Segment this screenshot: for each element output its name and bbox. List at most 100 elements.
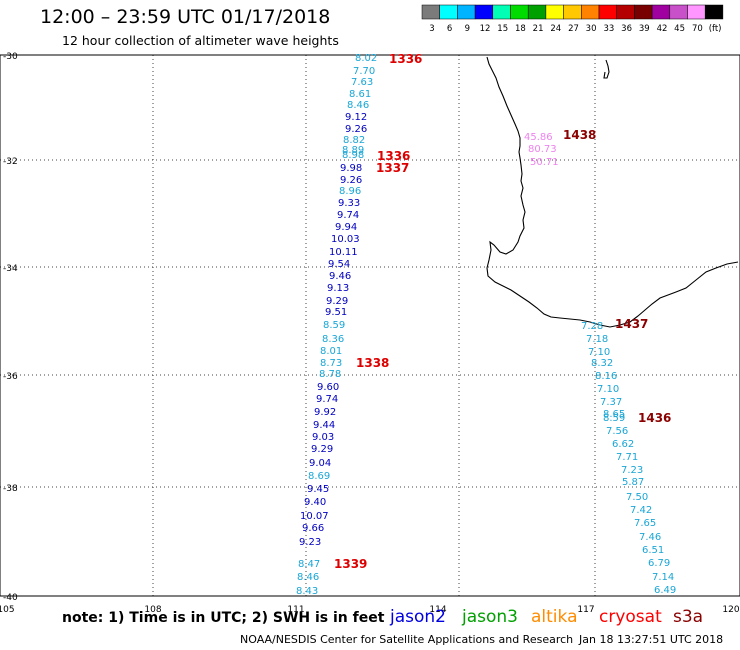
wave-height-value: 9.92 (314, 407, 336, 418)
wave-height-value: 9.12 (345, 112, 367, 123)
pass-time-label: 1337 (376, 161, 409, 175)
legend-label: 36 (621, 24, 632, 34)
wave-height-value: 9.51 (325, 307, 347, 318)
longitude-label: 111 (287, 605, 304, 615)
wave-height-value: 7.70 (353, 66, 375, 77)
wave-height-value: 7.10 (597, 384, 619, 395)
wave-height-value: 9.29 (326, 296, 348, 307)
pass-time-label: 1436 (638, 411, 671, 425)
latitude-label: -36 (3, 372, 18, 382)
credit-line: NOAA/NESDIS Center for Satellite Applica… (240, 633, 574, 646)
longitude-label: 108 (144, 605, 161, 615)
wave-height-value: 8.61 (349, 89, 371, 100)
wave-height-value: 9.98 (340, 163, 362, 174)
wave-height-value: 8.43 (296, 586, 318, 597)
pass-time-label: 1338 (356, 356, 389, 370)
wave-height-value: 7.14 (652, 572, 674, 583)
legend-label: 18 (515, 24, 526, 34)
latitude-label: -40 (3, 593, 18, 603)
wave-height-value: 7.71 (616, 452, 638, 463)
wave-height-value: 7.46 (639, 532, 661, 543)
legend-swatch (421, 4, 440, 20)
map-labels: -30 -32 -34 -36 -38 -40 105 108 111 114 117 120 8.02… (0, 52, 740, 615)
legend-swatch (669, 4, 688, 20)
wave-height-value: 8.16 (595, 371, 617, 382)
wave-height-value: 7.63 (351, 77, 373, 88)
legend-swatch (581, 4, 600, 20)
wave-height-value: 7.28 (581, 321, 603, 332)
wave-height-value: 10.11 (329, 247, 358, 258)
wave-height-value: 7.10 (588, 347, 610, 358)
wave-height-value: 7.65 (634, 518, 656, 529)
wave-height-value: 9.33 (338, 198, 360, 209)
wave-height-value: 8.59 (323, 320, 345, 331)
wave-height-value: 6.51 (642, 545, 664, 556)
wave-height-value: 7.42 (630, 505, 652, 516)
legend-swatch (616, 4, 635, 20)
wave-height-value: 8.89 (342, 145, 364, 156)
wave-height-value: 9.94 (335, 222, 357, 233)
legend-label: 30 (586, 24, 597, 34)
footnote: note: 1) Time is in UTC; 2) SWH is in fe… (62, 610, 385, 626)
wave-height-value: 8.73 (320, 358, 342, 369)
wave-height-value: 8.78 (319, 369, 341, 380)
wave-height-value: 10.03 (331, 234, 360, 245)
generated-timestamp: Jan 18 13:27:51 UTC 2018 (579, 633, 724, 646)
wave-height-value: 8.32 (591, 358, 613, 369)
legend-label: 6 (447, 24, 452, 34)
island-outline (603, 59, 610, 79)
legend-label: 42 (657, 24, 668, 34)
wave-height-value: 8.69 (308, 471, 330, 482)
pass-time-label: 1437 (615, 317, 648, 331)
wave-height-value: 50.71 (530, 157, 559, 168)
wave-height-value: 6.62 (612, 439, 634, 450)
longitude-label: 117 (577, 605, 594, 615)
legend-label: 39 (639, 24, 650, 34)
satellite-label-jason2: jason2 (390, 607, 446, 627)
pass-time-label: 1438 (563, 128, 596, 142)
wave-height-value: 9.26 (345, 124, 367, 135)
legend-swatch (563, 4, 582, 20)
wave-height-value: 7.50 (626, 492, 648, 503)
wave-height-value: 8.46 (347, 100, 369, 111)
wave-height-value: 8.47 (298, 559, 320, 570)
legend-label: 45 (674, 24, 685, 34)
satellite-label-s3a: s3a (673, 607, 704, 627)
wave-height-value: 10.07 (300, 511, 329, 522)
wave-height-value: 9.13 (327, 283, 349, 294)
legend-label: 70 (692, 24, 703, 34)
wave-height-value: 9.45 (307, 484, 329, 495)
wave-height-value: 9.29 (311, 444, 333, 455)
wave-height-value: 9.74 (337, 210, 359, 221)
legend-label: 27 (568, 24, 579, 34)
legend-label: 24 (550, 24, 561, 34)
wave-height-value: 7.37 (600, 397, 622, 408)
satellite-label-altika: altika (531, 607, 578, 627)
wave-height-value: 9.44 (313, 420, 335, 431)
legend-label: 21 (533, 24, 544, 34)
legend-swatch (510, 4, 529, 20)
legend-swatch (474, 4, 494, 20)
wave-height-value: 8.96 (339, 186, 361, 197)
longitude-label: 114 (429, 605, 446, 615)
legend-label: 9 (465, 24, 470, 34)
map-frame (0, 54, 740, 597)
legend-swatch (598, 4, 617, 20)
wave-height-value: 5.87 (622, 477, 644, 488)
legend-label: (ft) (709, 24, 722, 34)
legend-swatch (439, 4, 458, 20)
wave-height-value: 9.26 (340, 175, 362, 186)
legend-label: 3 (429, 24, 434, 34)
wave-height-value: 8.36 (322, 334, 344, 345)
legend-label: 12 (480, 24, 491, 34)
wave-height-value: 8.01 (320, 346, 342, 357)
color-legend: 3 6 9 12 15 18 21 24 27 30 33 36 39 42 45 70 (ft) (421, 4, 724, 34)
legend-label: 33 (603, 24, 614, 34)
wave-height-value: 9.54 (328, 259, 350, 270)
legend-swatch (651, 4, 671, 20)
coastline (486, 56, 739, 328)
wave-height-value: 8.59 (603, 413, 625, 424)
legend-swatch (634, 4, 653, 20)
legend-swatch (492, 4, 511, 20)
